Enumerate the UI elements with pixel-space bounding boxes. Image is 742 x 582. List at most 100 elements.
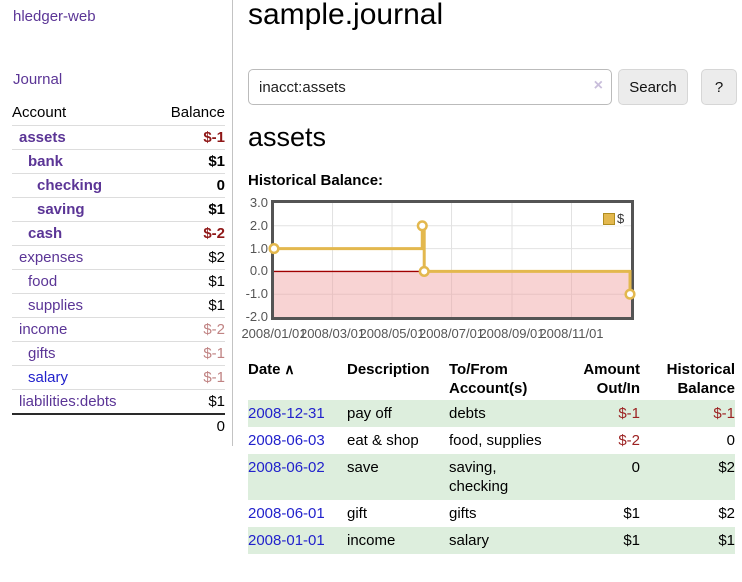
register-description-cell: gift: [347, 505, 368, 522]
account-balance: $2: [152, 245, 225, 270]
sidebar-account-link[interactable]: liabilities:debts: [19, 393, 117, 410]
account-row: cash $-2: [12, 221, 225, 246]
sidebar: hledger-web Journal Account Balance asse…: [0, 0, 233, 446]
accounts-col-balance: Balance: [152, 101, 225, 126]
chart-x-tick-label: 2008/09/01: [479, 326, 545, 341]
sidebar-account-link[interactable]: assets: [19, 129, 66, 146]
accounts-total-row: 0: [12, 413, 225, 438]
account-row: checking 0: [12, 173, 225, 198]
chart-legend: $: [603, 211, 625, 226]
register-date-link[interactable]: 2008-01-01: [248, 532, 325, 549]
account-row: saving $1: [12, 197, 225, 222]
chart-x-tick-label: 2008/11/01: [539, 326, 604, 341]
account-balance: $-1: [152, 341, 225, 366]
register-col-historical: Historical Balance: [640, 360, 735, 400]
account-balance: 0: [152, 173, 225, 198]
sidebar-account-link[interactable]: saving: [37, 201, 85, 218]
sidebar-account-link[interactable]: supplies: [28, 297, 84, 314]
account-row: gifts $-1: [12, 341, 225, 366]
sidebar-account-link[interactable]: checking: [37, 177, 103, 194]
account-name-cell: food: [12, 269, 153, 294]
register-balance-cell: 0: [726, 432, 735, 449]
chart-x-tick-label: 2008/05/01: [359, 326, 425, 341]
register-col-label: Balance: [677, 380, 735, 397]
chart-y-tick-label: 3.0: [249, 195, 268, 210]
register-description-cell: income: [347, 532, 396, 549]
register-col-date[interactable]: Date ∧: [248, 360, 347, 400]
register-balance-cell: $1: [718, 532, 735, 549]
register-date-cell: 2008-06-02: [248, 454, 347, 500]
account-row: income $-2: [12, 317, 225, 342]
register-date-link[interactable]: 2008-06-01: [248, 505, 325, 522]
search-input-wrap: ×: [248, 69, 612, 105]
register-accounts-cell: food, supplies: [449, 432, 542, 449]
sidebar-account-link[interactable]: bank: [28, 153, 64, 170]
register-row: 2008-12-31 pay off debts $-1 $-1: [248, 400, 735, 427]
search-input[interactable]: [248, 69, 612, 105]
register-header-row: Date ∧ Description To/From Account(s) Amount…: [248, 360, 735, 400]
account-balance: $-2: [152, 221, 225, 246]
search-button[interactable]: Search: [618, 69, 688, 105]
chart-y-tick-label: 1.0: [249, 240, 268, 256]
account-name-cell: checking: [12, 173, 153, 198]
register-col-label: Date: [248, 361, 281, 378]
chart-x-tick-label: 2008/03/01: [299, 326, 366, 341]
historical-balance-chart: 3.0 2.0 1.0 0.0 -1.0 -2.0 2008/01/01 2008/03/0…: [241, 196, 742, 346]
account-balance: $-2: [152, 317, 225, 342]
register-col-label: Out/In: [596, 380, 640, 397]
page-title: sample.journal: [248, 0, 444, 31]
register-balance-cell: $-1: [713, 405, 735, 422]
chart-x-tick-label: 2008/07/01: [418, 326, 485, 341]
account-balance: $1: [152, 197, 225, 222]
register-date-cell: 2008-06-03: [248, 427, 347, 454]
account-balance: $1: [152, 149, 225, 174]
sidebar-account-link[interactable]: gifts: [28, 345, 56, 362]
account-name-cell: supplies: [12, 293, 153, 318]
sidebar-account-link[interactable]: food: [28, 273, 58, 290]
register-date-link[interactable]: 2008-12-31: [248, 405, 325, 422]
accounts-col-account: Account: [12, 101, 153, 126]
register-col-tofrom: To/From Account(s): [449, 360, 553, 400]
register-date-cell: 2008-01-01: [248, 527, 347, 554]
help-button[interactable]: ?: [701, 69, 737, 105]
chart-y-tick-label: -2.0: [245, 309, 268, 324]
account-name-cell: liabilities:debts: [12, 389, 153, 414]
register-description-cell: save: [347, 459, 379, 476]
account-name-cell: income: [12, 317, 153, 342]
sidebar-account-link[interactable]: cash: [28, 225, 63, 242]
clear-search-icon[interactable]: ×: [593, 77, 603, 94]
account-row: expenses $2: [12, 245, 225, 270]
sidebar-account-link[interactable]: expenses: [19, 249, 84, 266]
register-balance-cell: $2: [718, 505, 735, 522]
brand-link[interactable]: hledger-web: [13, 8, 96, 25]
register-col-description: Description: [347, 360, 449, 400]
accounts-total-balance: 0: [152, 413, 225, 438]
register-accounts-cell: gifts: [449, 505, 477, 522]
register-balance-cell: $2: [718, 459, 735, 476]
register-col-label: Amount: [583, 361, 640, 378]
chart-plot-area: [268, 200, 636, 320]
account-name-cell: gifts: [12, 341, 153, 366]
register-row: 2008-06-02 save saving, checking 0 $2: [248, 454, 735, 500]
register-date-link[interactable]: 2008-06-03: [248, 432, 325, 449]
register-amount-cell: $-1: [618, 405, 640, 422]
account-row: food $1: [12, 269, 225, 294]
account-row: supplies $1: [12, 293, 225, 318]
account-name-cell: cash: [12, 221, 153, 246]
register-accounts-cell: debts: [449, 405, 486, 422]
account-row: salary $-1: [12, 365, 225, 390]
chart-heading: Historical Balance:: [248, 172, 384, 189]
search-bar: × Search ?: [248, 69, 737, 105]
legend-swatch-icon: [603, 212, 615, 225]
account-row: assets $-1: [12, 126, 225, 150]
accounts-total-spacer: [12, 413, 153, 438]
account-heading: assets: [248, 122, 327, 152]
account-name-cell: salary: [12, 365, 153, 390]
register-amount-cell: $-2: [618, 432, 640, 449]
sidebar-item-journal[interactable]: Journal: [13, 71, 63, 88]
register-date-cell: 2008-06-01: [248, 500, 347, 527]
register-date-link[interactable]: 2008-06-02: [248, 459, 325, 476]
register-col-label: Historical: [666, 361, 735, 378]
sidebar-account-link[interactable]: income: [19, 321, 68, 338]
sidebar-account-link[interactable]: salary: [28, 369, 69, 386]
